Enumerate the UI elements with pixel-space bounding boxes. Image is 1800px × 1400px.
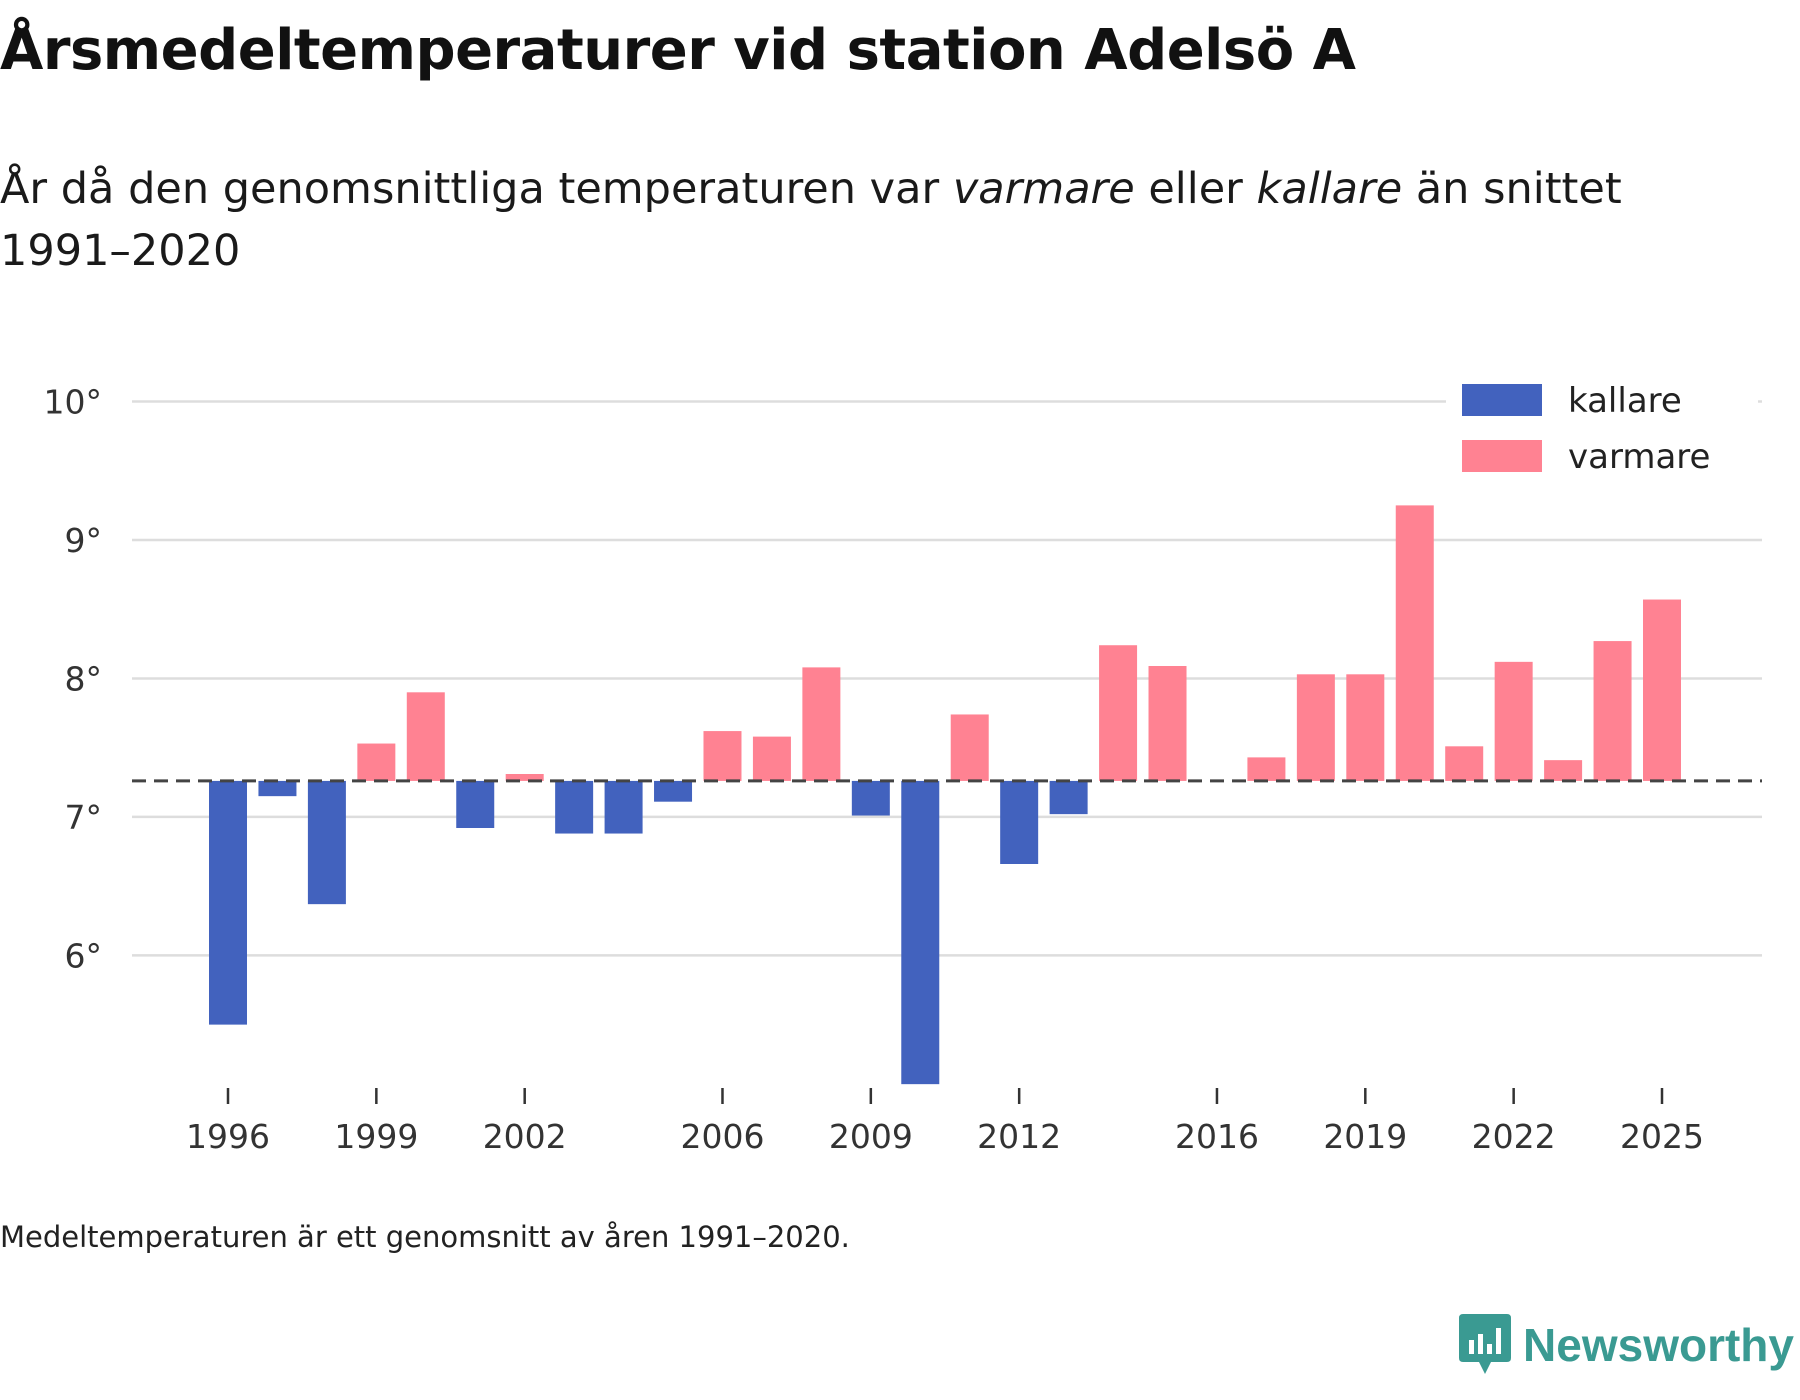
bar-1999 bbox=[357, 743, 396, 781]
chart-title: Årsmedeltemperaturer vid station Adelsö … bbox=[0, 18, 1356, 83]
bar-2000 bbox=[406, 692, 445, 781]
x-tick-label-2002: 2002 bbox=[483, 1117, 567, 1156]
bar-2003 bbox=[555, 780, 594, 834]
bar-1998 bbox=[307, 780, 346, 905]
newsworthy-logo: Newsworthy bbox=[1459, 1314, 1794, 1376]
bar-1997 bbox=[258, 780, 297, 797]
bar-2010 bbox=[901, 780, 940, 1085]
x-tick-label-2022: 2022 bbox=[1472, 1117, 1556, 1156]
subtitle-part-1: År då den genomsnittliga temperaturen va… bbox=[0, 164, 953, 214]
subtitle-part-2: eller bbox=[1134, 164, 1257, 214]
y-tick-label-9: 9° bbox=[65, 521, 103, 560]
bar-2015 bbox=[1148, 666, 1187, 781]
x-tick-label-2012: 2012 bbox=[977, 1117, 1061, 1156]
x-tick-label-2009: 2009 bbox=[829, 1117, 913, 1156]
legend: kallare varmare bbox=[1446, 362, 1758, 477]
y-axis-labels: 6° 7° 8° 9° 10° bbox=[44, 383, 103, 976]
bar-2008 bbox=[802, 667, 841, 781]
bar-2013 bbox=[1049, 780, 1088, 815]
bar-2018 bbox=[1296, 674, 1335, 781]
bar-2020 bbox=[1395, 505, 1434, 781]
footnote: Medeltemperaturen är ett genomsnitt av å… bbox=[0, 1220, 850, 1254]
x-tick-label-2019: 2019 bbox=[1323, 1117, 1407, 1156]
y-tick-label-7: 7° bbox=[65, 798, 103, 837]
subtitle-warm-word: varmare bbox=[952, 164, 1135, 214]
x-tick-label-1999: 1999 bbox=[334, 1117, 418, 1156]
bar-2014 bbox=[1099, 645, 1138, 781]
y-tick-label-10: 10° bbox=[44, 383, 103, 422]
legend-swatch-colder bbox=[1462, 384, 1542, 416]
newsworthy-logo-text: Newsworthy bbox=[1523, 1319, 1794, 1371]
x-tick-label-2006: 2006 bbox=[680, 1117, 764, 1156]
legend-label-colder: kallare bbox=[1568, 381, 1682, 421]
x-tick-label-2025: 2025 bbox=[1620, 1117, 1704, 1156]
bar-chart: 6° 7° 8° 9° 10° 1996 1999 2002 2006 2009 2012 2016… bbox=[44, 362, 1762, 1156]
bar-1996 bbox=[209, 780, 247, 1025]
bar-2024 bbox=[1593, 641, 1632, 781]
bar-2007 bbox=[752, 736, 791, 781]
bar-2009 bbox=[851, 780, 890, 816]
x-tick-label-2016: 2016 bbox=[1175, 1117, 1259, 1156]
subtitle-part-3: än snittet 1991–2020 bbox=[0, 164, 1622, 276]
subtitle-cold-word: kallare bbox=[1256, 164, 1403, 214]
y-tick-label-6: 6° bbox=[65, 936, 103, 975]
bar-2001 bbox=[456, 780, 495, 828]
x-axis-ticks: 1996 1999 2002 2006 2009 2012 2016 2019 2022 2025 bbox=[186, 1088, 1704, 1156]
bars bbox=[209, 505, 1681, 1085]
legend-swatch-warmer bbox=[1462, 440, 1542, 472]
bar-2005 bbox=[654, 780, 693, 802]
bar-2011 bbox=[950, 714, 989, 781]
bar-2002 bbox=[505, 774, 544, 781]
x-tick-label-1996: 1996 bbox=[186, 1117, 270, 1156]
legend-label-warmer: varmare bbox=[1568, 437, 1710, 477]
bar-2012 bbox=[1000, 780, 1039, 864]
bar-2019 bbox=[1346, 674, 1385, 781]
bar-2025 bbox=[1643, 599, 1681, 781]
bar-2021 bbox=[1445, 746, 1484, 781]
bar-2023 bbox=[1544, 760, 1583, 781]
chart-subtitle: År då den genomsnittliga temperaturen va… bbox=[0, 158, 1700, 282]
bar-2017 bbox=[1247, 757, 1286, 781]
bar-2022 bbox=[1494, 661, 1533, 781]
bar-2004 bbox=[604, 780, 643, 834]
newsworthy-logo-icon bbox=[1459, 1314, 1512, 1374]
y-tick-label-8: 8° bbox=[65, 659, 103, 698]
bar-2006 bbox=[703, 731, 742, 781]
